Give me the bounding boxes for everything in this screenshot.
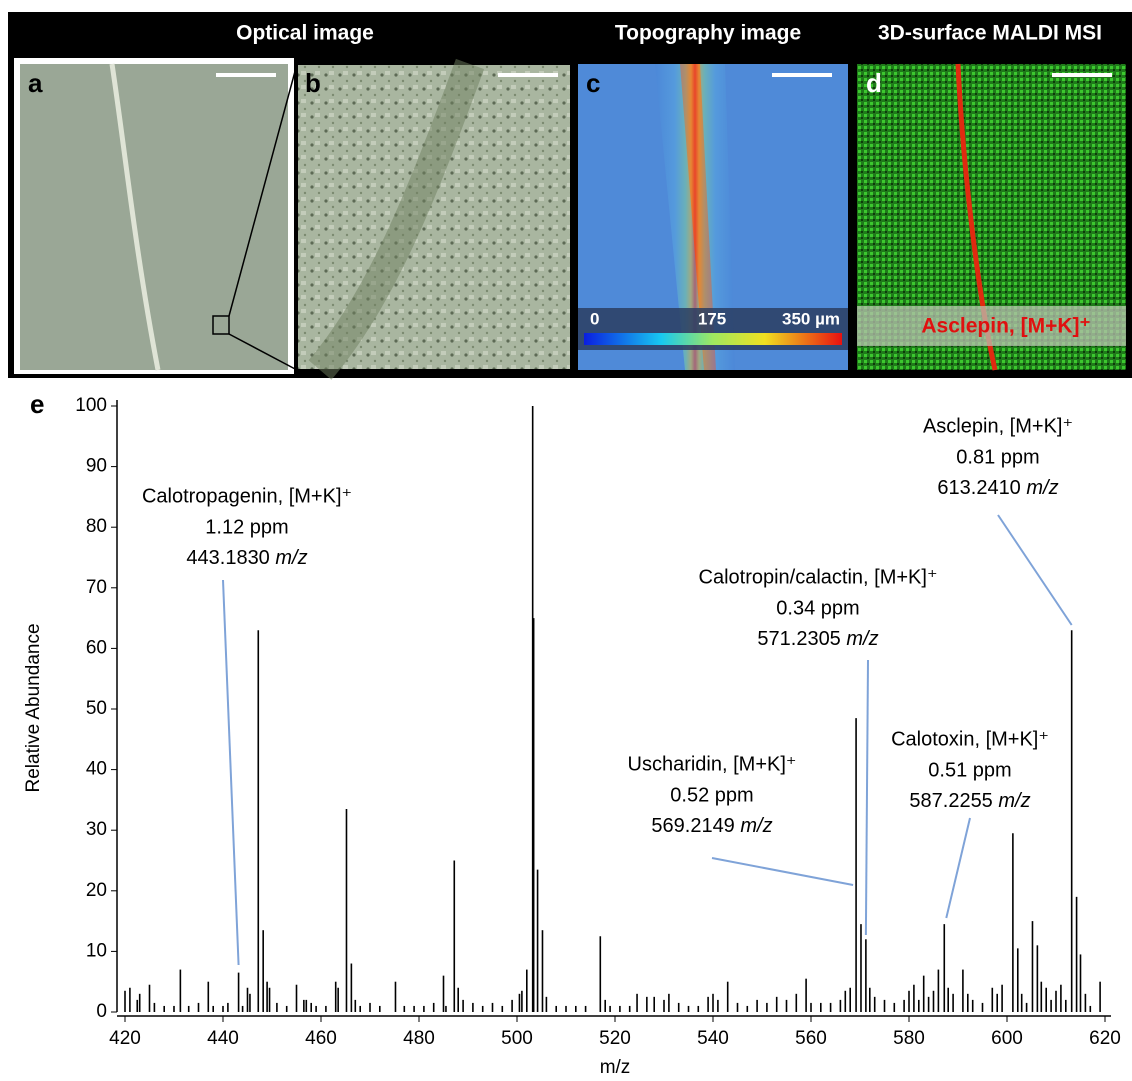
y-tick-label: 10 (86, 940, 107, 961)
header-label: Topography image (615, 22, 801, 45)
mz-value: 587.2255 (909, 790, 992, 812)
annotation-ppm: 1.12 ppm (205, 516, 288, 538)
annotation-name: Calotropagenin, [M+K]⁺ (142, 485, 352, 507)
mz-unit: m/z (1026, 477, 1058, 499)
mz-value: 613.2410 (937, 477, 1020, 499)
annotation-mz: 569.2149 m/z (651, 815, 772, 837)
x-axis-label: m/z (600, 1057, 631, 1078)
panel-label: e (30, 389, 44, 419)
y-tick-label: 30 (86, 819, 107, 840)
annotation-ppm: 0.34 ppm (776, 597, 859, 619)
vein-texture (308, 58, 485, 380)
y-tick-label: 50 (86, 698, 107, 719)
msi-label: Asclepin, [M+K]⁺ (921, 315, 1090, 338)
panel-label: c (586, 68, 600, 98)
mz-unit: m/z (275, 547, 307, 569)
x-tick-label: 580 (893, 1028, 925, 1049)
mz-value: 571.2305 (757, 628, 840, 650)
annotation-mz: 587.2255 m/z (909, 790, 1030, 812)
y-tick-label: 100 (75, 395, 107, 416)
zoom-line (228, 63, 298, 317)
x-tick-label: 600 (991, 1028, 1023, 1049)
y-tick-label: 70 (86, 577, 107, 598)
panel-label: a (28, 68, 43, 98)
header-label: Optical image (236, 22, 374, 45)
colorbar (584, 333, 842, 345)
topo-slope (655, 64, 735, 370)
y-tick-label: 20 (86, 880, 107, 901)
x-tick-label: 520 (599, 1028, 631, 1049)
mz-unit: m/z (846, 628, 878, 650)
mz-unit: m/z (740, 815, 772, 837)
annotation-ppm: 0.52 ppm (670, 784, 753, 806)
zoom-box (212, 315, 230, 335)
annotation-name: Asclepin, [M+K]⁺ (923, 415, 1073, 437)
annotation-ppm: 0.51 ppm (928, 759, 1011, 781)
x-tick-label: 560 (795, 1028, 827, 1049)
annotation-mz: 613.2410 m/z (937, 477, 1058, 499)
x-tick-label: 540 (697, 1028, 729, 1049)
colorbar-label: 0 (590, 309, 599, 328)
y-axis-label: Relative Abundance (23, 623, 44, 792)
annotation-connector (864, 659, 869, 936)
optical-image (20, 64, 288, 370)
y-tick-label: 90 (86, 456, 107, 477)
annotation-name: Calotropin/calactin, [M+K]⁺ (699, 566, 938, 588)
y-tick-label: 0 (96, 1001, 107, 1022)
x-tick-label: 460 (305, 1028, 337, 1049)
annotation-connector (222, 579, 240, 966)
colorbar-label: 350 µm (782, 309, 840, 328)
y-tick-label: 60 (86, 637, 107, 658)
x-tick-label: 480 (403, 1028, 435, 1049)
annotation-mz: 443.1830 m/z (186, 547, 307, 569)
annotation-connector (945, 817, 971, 919)
panel-label: b (305, 68, 321, 98)
header-label: 3D-surface MALDI MSI (878, 22, 1102, 45)
zoom-line (228, 333, 298, 371)
colorbar-label: 175 (698, 309, 726, 328)
annotation-connector (997, 514, 1073, 626)
x-tick-label: 500 (501, 1028, 533, 1049)
x-tick-label: 620 (1089, 1028, 1121, 1049)
annotation-name: Uscharidin, [M+K]⁺ (628, 753, 797, 775)
annotation-connector (711, 857, 854, 886)
mz-value: 569.2149 (651, 815, 734, 837)
y-tick-label: 80 (86, 516, 107, 537)
annotation-ppm: 0.81 ppm (956, 446, 1039, 468)
mz-unit: m/z (998, 790, 1030, 812)
leaf-vein (109, 63, 161, 371)
panel-label: d (866, 68, 882, 98)
msi-label-box (857, 306, 1126, 346)
x-tick-label: 440 (207, 1028, 239, 1049)
annotation-mz: 571.2305 m/z (757, 628, 878, 650)
x-tick-label: 420 (109, 1028, 141, 1049)
mz-value: 443.1830 (186, 547, 269, 569)
annotation-name: Calotoxin, [M+K]⁺ (891, 728, 1049, 750)
y-tick-label: 40 (86, 759, 107, 780)
